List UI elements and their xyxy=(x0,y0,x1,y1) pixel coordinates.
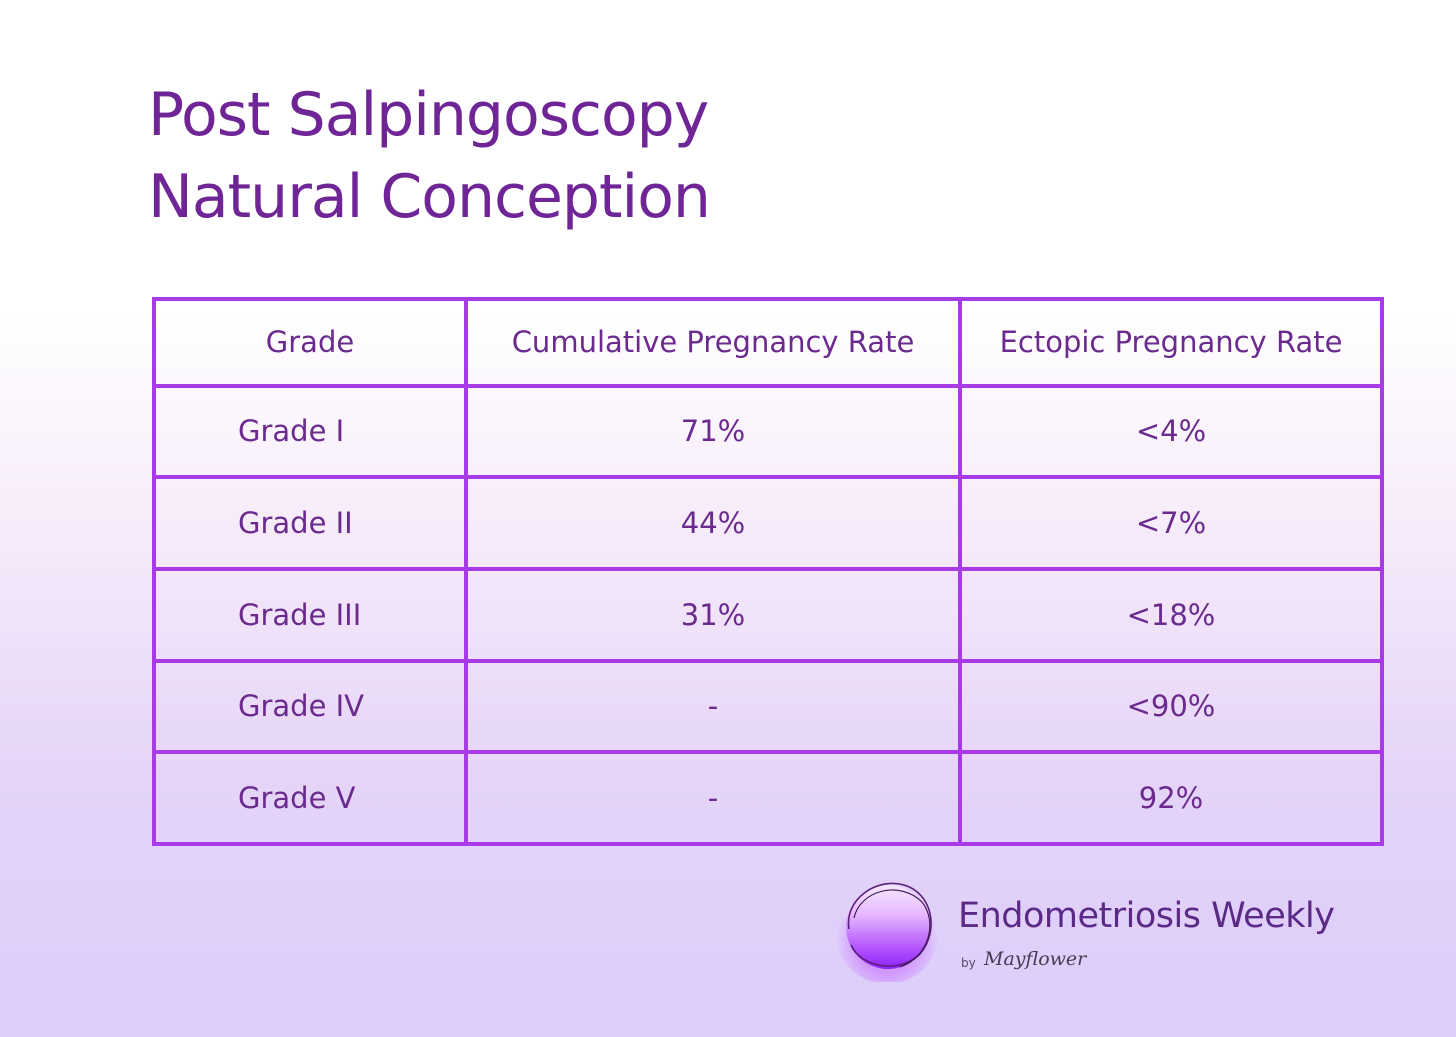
grade-cell: Grade II xyxy=(152,475,468,571)
cumulative-rate-cell: - xyxy=(464,658,962,755)
brand-footer: Endometriosis Weekly by Mayflower xyxy=(830,872,1350,982)
brand-signature: Mayflower xyxy=(984,948,1087,970)
purple-orb-logo-icon xyxy=(835,880,939,982)
grade-cell: Grade I xyxy=(152,383,468,480)
column-header-cumulative-pregnancy-rate: Cumulative Pregnancy Rate xyxy=(464,297,962,388)
table-row: Grade I 71% <4% xyxy=(152,383,1384,480)
ectopic-rate-cell: <18% xyxy=(958,566,1384,663)
brand-name: Endometriosis Weekly xyxy=(958,896,1335,936)
page-title-line-2: Natural Conception xyxy=(148,162,711,232)
ectopic-rate-cell: <4% xyxy=(958,383,1384,480)
table-row: Grade III 31% <18% xyxy=(152,566,1384,663)
table-row: Grade V - 92% xyxy=(152,750,1384,846)
brand-by-label: by xyxy=(961,956,976,970)
cumulative-rate-cell: 71% xyxy=(464,383,962,480)
cumulative-rate-cell: 31% xyxy=(464,566,962,663)
page-title: Post Salpingoscopy Natural Conception xyxy=(148,74,711,238)
ectopic-rate-cell: 92% xyxy=(958,750,1384,846)
ectopic-rate-cell: <7% xyxy=(958,475,1384,571)
table-row: Grade IV - <90% xyxy=(152,658,1384,755)
table-header-row: Grade Cumulative Pregnancy Rate Ectopic … xyxy=(152,297,1384,388)
grade-cell: Grade IV xyxy=(152,658,468,755)
cumulative-rate-cell: - xyxy=(464,750,962,846)
grade-cell: Grade III xyxy=(152,566,468,663)
column-header-grade: Grade xyxy=(152,297,468,388)
table-row: Grade II 44% <7% xyxy=(152,475,1384,571)
ectopic-rate-cell: <90% xyxy=(958,658,1384,755)
pregnancy-rate-table: Grade Cumulative Pregnancy Rate Ectopic … xyxy=(152,297,1384,846)
column-header-ectopic-pregnancy-rate: Ectopic Pregnancy Rate xyxy=(958,297,1384,388)
cumulative-rate-cell: 44% xyxy=(464,475,962,571)
grade-cell: Grade V xyxy=(152,750,468,846)
page-title-line-1: Post Salpingoscopy xyxy=(148,80,709,150)
